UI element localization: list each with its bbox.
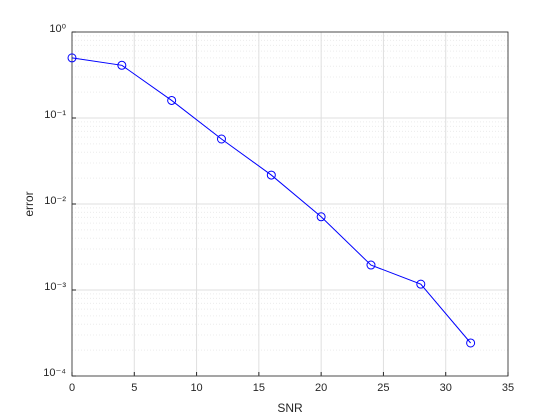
marker [266,170,276,180]
y-tick-label: 10⁻³ [44,281,66,293]
x-axis-label: SNR [277,401,303,415]
line [71,57,472,344]
marker [466,338,476,348]
marker [316,212,326,222]
marker [366,260,376,270]
marker [117,60,127,70]
x-tick-label: 15 [253,382,265,394]
y-tick-label: 10⁰ [49,23,66,35]
x-tick-label: 0 [69,382,75,394]
marker [67,53,77,63]
x-tick-label: 25 [377,382,389,394]
marker [416,279,426,289]
x-tick-label: 10 [190,382,202,394]
marker [216,134,226,144]
y-tick-label: 10⁻⁴ [43,367,66,379]
x-tick-label: 35 [502,382,514,394]
x-tick-label: 30 [440,382,452,394]
x-tick-label: 20 [315,382,327,394]
x-tick-label: 5 [131,382,137,394]
y-tick-label: 10⁻¹ [44,109,66,121]
marker [167,95,177,105]
y-tick-label: 10⁻² [44,195,66,207]
axes-box [71,31,509,377]
y-axis-label: error [22,191,36,216]
